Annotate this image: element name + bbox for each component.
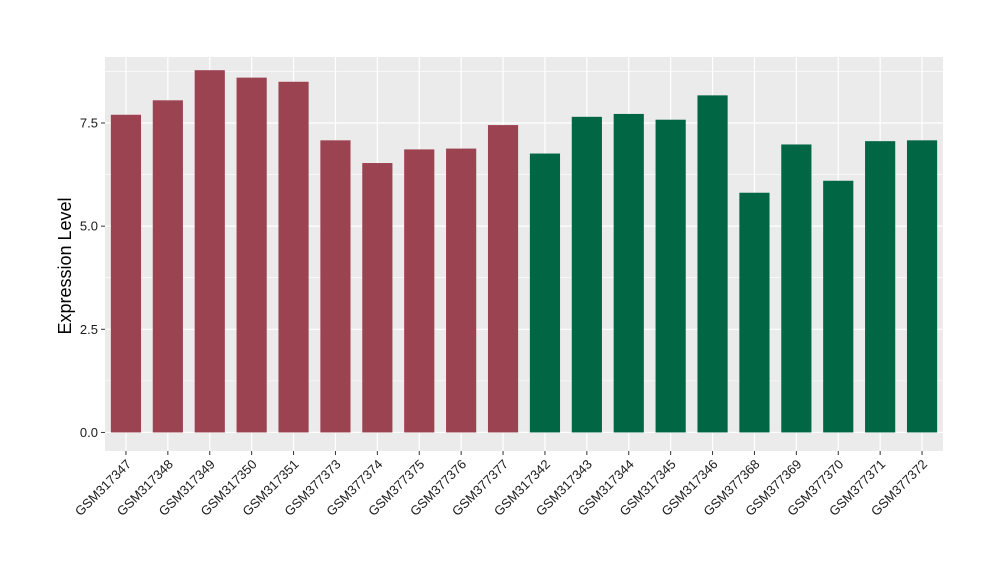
- plot-panel: [105, 57, 943, 451]
- bar-GSM317350: [236, 77, 267, 433]
- bar-GSM317351: [278, 81, 309, 433]
- bar-GSM317342: [529, 153, 561, 433]
- y-axis-title: Expression Level: [55, 197, 75, 334]
- y-tick-label: 5.0: [80, 219, 98, 234]
- bar-GSM317346: [697, 95, 728, 433]
- y-tick-label: 0.0: [80, 425, 98, 440]
- bar-GSM377375: [404, 149, 435, 433]
- y-tick-label: 2.5: [80, 322, 98, 337]
- bar-GSM317343: [571, 116, 602, 433]
- bar-GSM317345: [655, 119, 686, 433]
- bar-GSM377371: [865, 141, 896, 433]
- bars: [110, 70, 938, 433]
- y-tick-label: 7.5: [80, 116, 98, 131]
- bar-GSM317348: [152, 100, 183, 433]
- bar-GSM317344: [613, 113, 644, 433]
- y-axis-ticks: 0.0 2.5 5.0 7.5: [80, 116, 105, 440]
- bar-GSM377373: [320, 140, 351, 433]
- bar-GSM377370: [823, 180, 854, 433]
- bar-GSM377368: [739, 192, 770, 433]
- bar-GSM377376: [446, 148, 477, 433]
- bar-GSM377374: [362, 163, 393, 433]
- x-axis-ticks: GSM317347GSM317348GSM317349GSM317350GSM3…: [72, 451, 930, 519]
- bar-GSM377372: [906, 140, 938, 433]
- bar-GSM317349: [194, 70, 225, 433]
- bar-GSM377377: [487, 125, 519, 433]
- bar-GSM317347: [110, 114, 142, 433]
- bar-GSM377369: [781, 144, 812, 433]
